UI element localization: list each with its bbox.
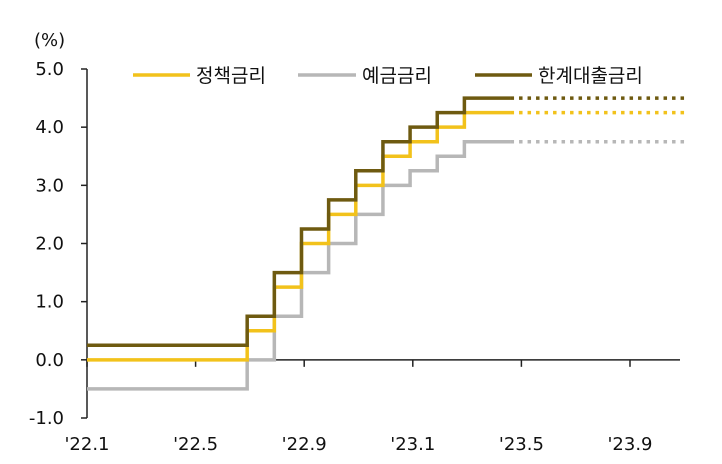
series-line-2 <box>87 96 511 348</box>
y-tick-label: 4.0 <box>35 117 64 138</box>
x-tick-label: '23.1 <box>390 434 435 455</box>
y-tick-label: 2.0 <box>35 234 64 255</box>
y-tick-label: -1.0 <box>29 408 64 429</box>
x-tick-label: '22.5 <box>173 434 218 455</box>
axes: -1.0 0.0 1.0 2.0 3.0 4.0 5.0 '22.1 '22.5 '22.9 '23… <box>29 59 680 455</box>
legend-label-1: 예금금리 <box>362 65 432 87</box>
x-tick-label: '23.5 <box>499 434 544 455</box>
legend-label-2: 한계대출금리 <box>538 65 643 87</box>
y-tick-label: 1.0 <box>35 292 64 313</box>
legend-label-0: 정책금리 <box>196 65 266 87</box>
y-unit-label: (%) <box>34 30 65 51</box>
y-tick-label: 0.0 <box>35 350 64 371</box>
y-tick-label: 5.0 <box>35 59 64 80</box>
x-tick-label: '22.1 <box>64 434 109 455</box>
series-line-0 <box>87 110 511 362</box>
series-layer <box>87 96 685 391</box>
series-line-1 <box>87 139 511 391</box>
x-tick-label: '22.9 <box>282 434 327 455</box>
x-tick-label: '23.9 <box>607 434 652 455</box>
y-tick-label: 3.0 <box>35 175 64 196</box>
legend: 정책금리 예금금리 한계대출금리 <box>133 65 643 87</box>
